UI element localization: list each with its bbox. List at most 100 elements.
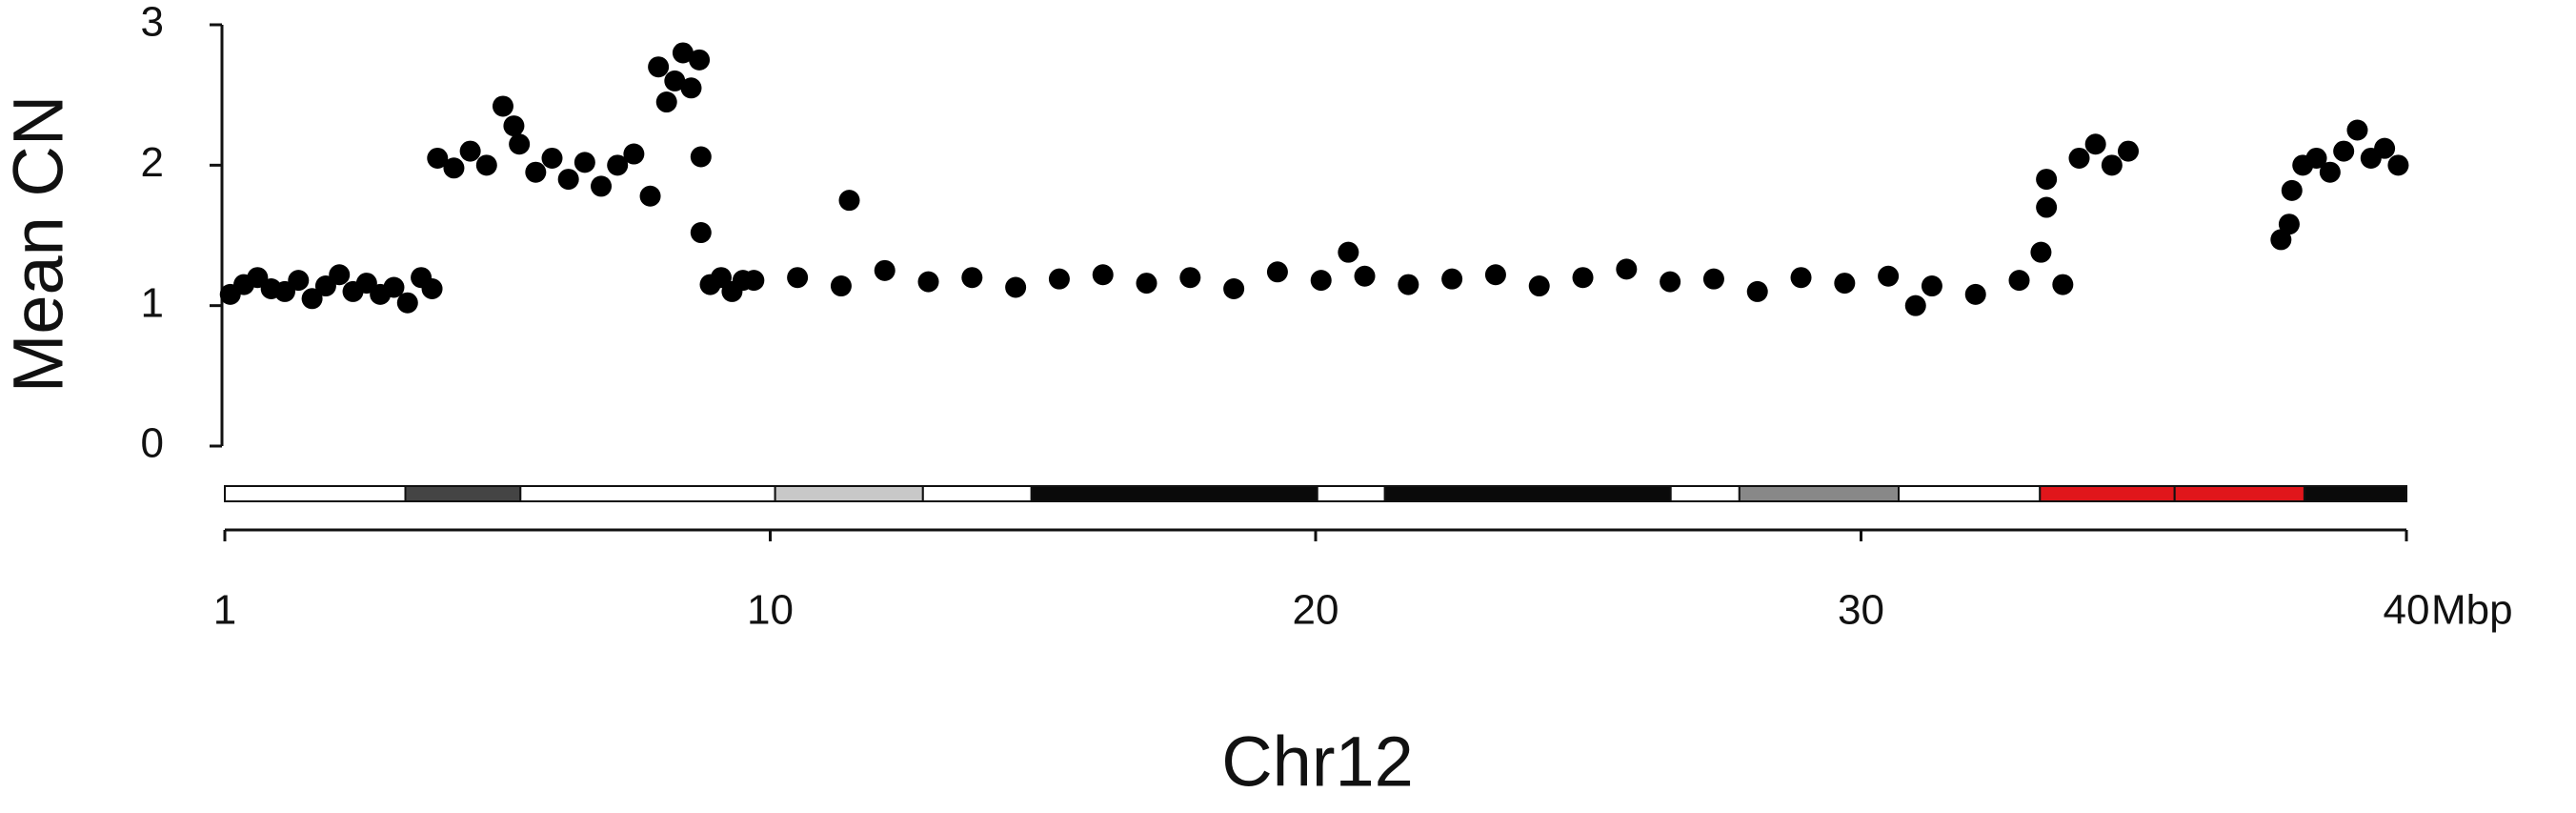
data-point [459,140,481,162]
data-point [503,115,525,137]
ideogram-band [1316,485,1386,502]
ideogram-band [2039,485,2176,502]
x-axis-label: Chr12 [1221,722,1414,802]
data-point [680,77,702,99]
ideogram-band [1030,485,1318,502]
ideogram-band [404,485,522,502]
data-point [655,91,677,113]
data-point [2052,274,2074,295]
data-point [509,133,531,155]
y-tick-label: 3 [141,0,164,46]
data-point [1398,274,1419,295]
data-point [2333,140,2355,162]
data-point [1746,280,1768,302]
data-point [301,288,323,310]
data-point [2319,161,2341,183]
data-point [1702,268,1724,290]
data-point [1790,267,1812,289]
data-point [2278,213,2300,235]
data-point [1338,241,1359,263]
data-point [607,154,629,176]
data-point [1921,275,1942,297]
data-point [1136,273,1157,295]
data-point [648,56,670,78]
ideogram-band [1738,485,1901,502]
data-point [1528,275,1550,297]
data-point [2374,137,2396,159]
data-point [1310,270,1332,292]
data-point [383,276,405,298]
x-tick-label: 1 [213,587,236,634]
data-point [475,154,497,176]
data-point [2036,196,2058,218]
data-point [690,222,712,244]
y-tick-label: 1 [141,279,164,326]
data-point [1834,273,1856,295]
data-point [639,185,661,207]
data-point [1572,267,1594,289]
y-axis-label: Mean CN [0,95,78,394]
data-point [1878,265,1900,287]
data-point [443,157,465,179]
data-point [541,147,563,169]
data-point [1354,265,1376,287]
data-point [672,42,694,64]
data-point [492,95,513,117]
data-point [1048,268,1070,290]
data-point [2101,154,2123,176]
ideogram-band [519,485,776,502]
data-point [525,161,547,183]
ideogram-band [1383,485,1672,502]
data-point [2118,140,2140,162]
data-point [2281,179,2303,201]
data-point [623,143,645,165]
data-point [690,146,712,168]
data-point [1616,258,1638,280]
y-tick-label: 0 [141,420,164,467]
data-point [1092,264,1114,286]
data-point [427,147,449,169]
data-point [288,270,310,292]
data-point [2068,147,2090,169]
data-point [961,267,983,289]
data-point [2305,147,2327,169]
ideogram-band [2303,485,2407,502]
ideogram-band [224,485,407,502]
ideogram-band [1669,485,1741,502]
ideogram-band [921,485,1033,502]
data-point [664,70,686,91]
data-point [1179,267,1201,289]
data-point [2036,169,2058,191]
x-tick-label: 30 [1838,587,1884,634]
data-point [421,277,443,299]
data-point [329,264,351,286]
y-tick-label: 2 [141,139,164,186]
data-point [743,270,765,292]
data-point [574,152,595,173]
ideogram-band [2173,485,2305,502]
data-point [1223,277,1245,299]
data-point [787,267,809,289]
data-point [1660,271,1681,293]
data-point [1266,261,1288,283]
data-point [2030,241,2052,263]
data-point [1964,283,1986,305]
data-point [396,292,418,314]
data-point [2084,133,2106,155]
data-point [2346,119,2368,141]
data-point [2008,270,2030,292]
data-point [557,169,579,191]
x-tick-label: 20 [1293,587,1339,634]
data-point [1904,295,1926,316]
data-point [1441,268,1463,290]
data-point [917,271,939,293]
data-point [591,175,613,197]
ideogram-band [774,485,924,502]
data-point [689,49,711,71]
data-point [1484,264,1506,286]
data-point [2387,154,2409,176]
data-point [838,190,860,212]
data-point [1005,276,1027,298]
data-point [2270,229,2292,251]
